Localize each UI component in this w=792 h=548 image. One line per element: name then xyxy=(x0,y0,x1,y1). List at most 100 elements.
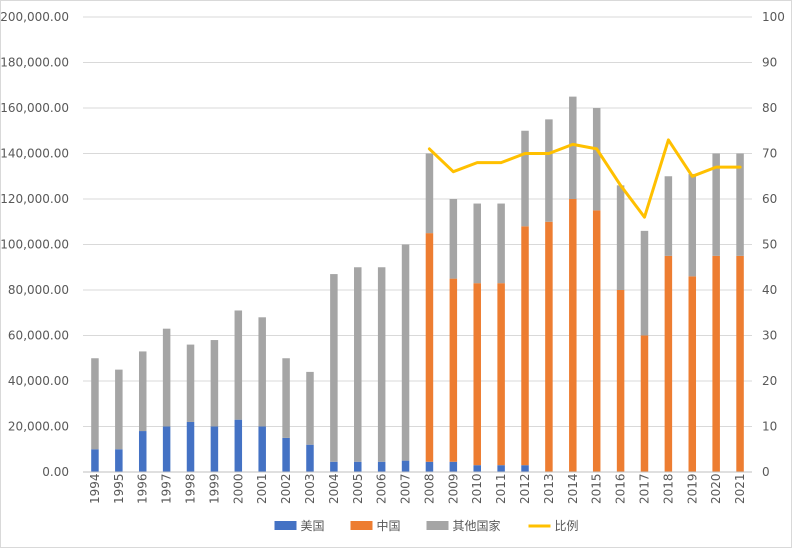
y-tick-label: 60,000.00 xyxy=(8,329,69,343)
y-tick-label: 0.00 xyxy=(42,465,69,479)
x-tick-label: 1995 xyxy=(112,473,126,504)
ratio-line xyxy=(427,138,742,219)
bar-中国-2015 xyxy=(592,210,601,472)
x-tick-label: 2007 xyxy=(399,473,413,504)
bar-其他国家-2010 xyxy=(473,203,481,284)
legend: 美国 中国 其他国家 比例 xyxy=(274,518,579,533)
bar-美国-2000 xyxy=(234,419,243,472)
bar-美国-1996 xyxy=(138,431,147,472)
y-tick-label: 100,000.00 xyxy=(0,238,69,252)
y-tick-label: 200,000.00 xyxy=(0,10,69,24)
bar-美国-2010 xyxy=(473,465,481,472)
legend-swatch-其他国家 xyxy=(426,521,449,530)
bar-其他国家-1996 xyxy=(138,351,147,432)
bar-其他国家-2007 xyxy=(401,244,410,461)
legend-label-美国: 美国 xyxy=(301,519,325,533)
y2-tick-label: 30 xyxy=(762,329,777,343)
bar-中国-2010 xyxy=(473,283,481,466)
bar-其他国家-2000 xyxy=(234,310,243,420)
x-tick-label: 1994 xyxy=(88,473,102,504)
bar-美国-1998 xyxy=(186,421,195,472)
x-tick-label: 2015 xyxy=(590,473,604,504)
bar-美国-2003 xyxy=(306,444,314,472)
x-tick-label: 2011 xyxy=(494,473,508,504)
y-tick-label: 160,000.00 xyxy=(0,101,69,115)
bar-其他国家-2002 xyxy=(282,358,290,438)
legend-label-比例: 比例 xyxy=(555,519,579,533)
y-tick-label: 40,000.00 xyxy=(8,374,69,388)
legend-swatch-美国 xyxy=(274,521,297,530)
bar-美国-2011 xyxy=(497,465,505,472)
bar-其他国家-2014 xyxy=(569,96,577,199)
bar-其他国家-2006 xyxy=(377,267,386,462)
x-tick-label: 2014 xyxy=(566,473,580,504)
bar-中国-2012 xyxy=(521,226,529,466)
bar-中国-2008 xyxy=(425,233,434,462)
bar-中国-2020 xyxy=(712,255,720,472)
bar-其他国家-2019 xyxy=(688,173,697,277)
bar-美国-1999 xyxy=(210,426,219,472)
bar-其他国家-1999 xyxy=(210,340,219,427)
bar-美国-2006 xyxy=(377,461,386,472)
bar-美国-1997 xyxy=(162,426,171,472)
bar-美国-2005 xyxy=(354,461,362,472)
x-axis-ticks: 1994 1995 1996 1997 1998 1999 2000 2001 2002 2003… xyxy=(88,473,747,504)
bar-其他国家-2005 xyxy=(354,267,362,462)
ratio-line-path xyxy=(427,138,742,219)
x-tick-label: 2005 xyxy=(351,473,365,504)
x-tick-label: 2010 xyxy=(470,473,484,504)
bar-中国-2021 xyxy=(736,255,744,472)
y-tick-label: 120,000.00 xyxy=(0,192,69,206)
x-tick-label: 1996 xyxy=(136,473,150,504)
x-tick-label: 1998 xyxy=(184,473,198,504)
bar-中国-2014 xyxy=(569,199,577,472)
bar-中国-2018 xyxy=(664,255,673,472)
x-tick-label: 2003 xyxy=(303,473,317,504)
bar-中国-2011 xyxy=(497,283,505,466)
x-tick-label: 2002 xyxy=(279,473,293,504)
y2-tick-label: 20 xyxy=(762,374,777,388)
bar-其他国家-2017 xyxy=(640,230,649,336)
bar-中国-2013 xyxy=(545,221,553,472)
bars xyxy=(91,96,744,472)
bar-其他国家-2011 xyxy=(497,203,505,284)
bar-美国-2008 xyxy=(425,461,434,472)
y2-tick-label: 100 xyxy=(762,10,785,24)
y-tick-label: 180,000.00 xyxy=(0,56,69,70)
x-tick-label: 2021 xyxy=(733,473,747,504)
legend-swatch-中国 xyxy=(350,521,373,530)
bar-其他国家-2003 xyxy=(306,371,314,445)
y2-tick-label: 60 xyxy=(762,192,777,206)
bar-其他国家-2009 xyxy=(449,199,458,279)
bar-美国-2004 xyxy=(330,461,338,472)
legend-label-其他国家: 其他国家 xyxy=(453,518,501,533)
bar-其他国家-2013 xyxy=(545,119,553,222)
bar-其他国家-2018 xyxy=(664,176,673,256)
bar-其他国家-1997 xyxy=(162,328,171,427)
x-tick-label: 2001 xyxy=(255,473,269,504)
x-tick-label: 2013 xyxy=(542,473,556,504)
bar-中国-2019 xyxy=(688,276,697,472)
bar-其他国家-1995 xyxy=(115,369,123,450)
bar-中国-2009 xyxy=(449,278,458,462)
y2-tick-label: 90 xyxy=(762,56,777,70)
x-tick-label: 2017 xyxy=(637,473,651,504)
bar-中国-2016 xyxy=(616,290,625,472)
bar-其他国家-2016 xyxy=(616,185,625,290)
y2-tick-label: 70 xyxy=(762,147,777,161)
y-tick-label: 140,000.00 xyxy=(0,147,69,161)
x-tick-label: 2009 xyxy=(446,473,460,504)
x-tick-label: 2012 xyxy=(518,473,532,504)
bar-美国-2001 xyxy=(258,426,266,472)
x-tick-label: 1999 xyxy=(207,473,221,504)
legend-label-中国: 中国 xyxy=(377,518,401,533)
bar-美国-2009 xyxy=(449,461,458,472)
x-tick-label: 2018 xyxy=(661,473,675,504)
bar-美国-2002 xyxy=(282,437,290,472)
y-tick-label: 20,000.00 xyxy=(8,420,69,434)
y2-tick-label: 10 xyxy=(762,420,777,434)
y-axis-ticks: 0.00 20,000.00 40,000.00 60,000.00 80,000.00… xyxy=(0,10,69,479)
bar-其他国家-2020 xyxy=(712,153,720,256)
